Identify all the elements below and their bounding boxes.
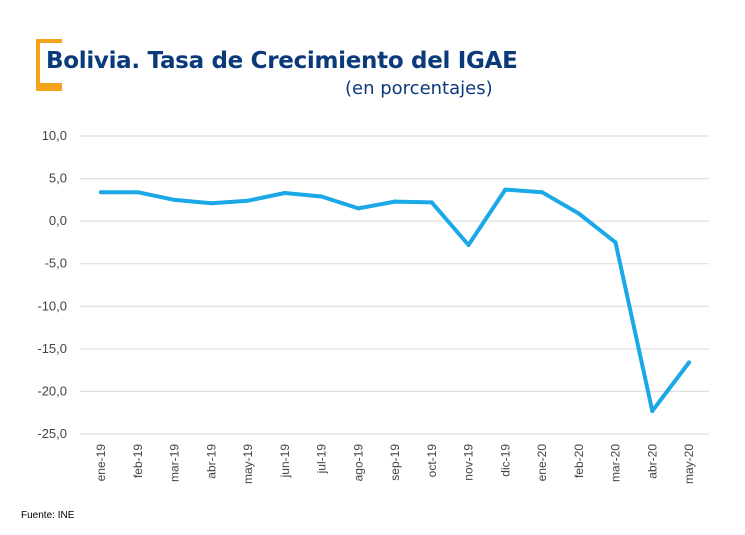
data-point — [99, 190, 103, 195]
x-tick-label: jun-19 — [278, 444, 292, 479]
x-tick-label: jul-19 — [315, 444, 329, 475]
data-point — [172, 197, 177, 202]
grid-lines — [80, 135, 709, 435]
y-tick-label: -15,0 — [37, 341, 67, 356]
x-tick-label: feb-19 — [131, 444, 145, 478]
x-tick-label: ene-19 — [94, 444, 108, 482]
x-tick-label: abr-20 — [645, 444, 659, 479]
x-tick-label: feb-20 — [572, 444, 586, 478]
x-tick-label: mar-20 — [609, 444, 623, 482]
chart-subtitle: (en porcentajes) — [345, 78, 493, 99]
data-point — [540, 190, 544, 195]
data-point — [209, 201, 214, 206]
y-axis-ticks: 10,0 5,0 0,0 -5,0 -10,0 -15,0 -20,0 -25,0 — [37, 128, 67, 441]
x-tick-label: nov-19 — [462, 444, 476, 481]
y-tick-label: -5,0 — [45, 256, 67, 271]
x-tick-label: mar-19 — [168, 444, 182, 482]
data-point — [613, 240, 618, 245]
data-point — [576, 211, 581, 216]
data-point — [650, 409, 655, 414]
data-point — [503, 187, 508, 192]
y-tick-label: -10,0 — [37, 298, 67, 313]
data-point — [466, 242, 471, 247]
series-line — [99, 187, 691, 413]
logo-frame-bottom — [36, 83, 62, 87]
x-tick-label: ene-20 — [535, 444, 549, 482]
x-tick-label: dic-19 — [498, 444, 512, 477]
y-tick-label: 5,0 — [49, 171, 67, 186]
data-point — [282, 191, 287, 196]
data-point — [429, 200, 434, 205]
series-layer — [99, 187, 691, 414]
source-note: Fuente: INE — [21, 510, 75, 521]
data-point — [319, 194, 324, 199]
y-tick-label: 0,0 — [49, 213, 67, 228]
data-point — [687, 360, 691, 365]
x-tick-label: ago-19 — [351, 444, 365, 482]
x-tick-label: may-19 — [241, 444, 255, 484]
data-point — [135, 190, 140, 195]
y-tick-label: -20,0 — [37, 383, 67, 398]
data-point — [246, 198, 250, 203]
logo-frame — [36, 39, 62, 91]
x-tick-label: sep-19 — [388, 444, 402, 481]
x-tick-label: oct-19 — [425, 444, 439, 478]
y-tick-label: -25,0 — [37, 426, 67, 441]
x-axis-ticks: ene-19 feb-19 mar-19 abr-19 may-19 jun-19 jul-… — [94, 444, 696, 484]
chart-title: Bolivia. Tasa de Crecimiento del IGAE — [46, 48, 518, 74]
x-tick-label: abr-19 — [204, 444, 218, 479]
data-point — [393, 199, 397, 204]
x-tick-label: may-20 — [682, 444, 696, 484]
data-point — [356, 206, 361, 211]
y-tick-label: 10,0 — [42, 128, 67, 143]
